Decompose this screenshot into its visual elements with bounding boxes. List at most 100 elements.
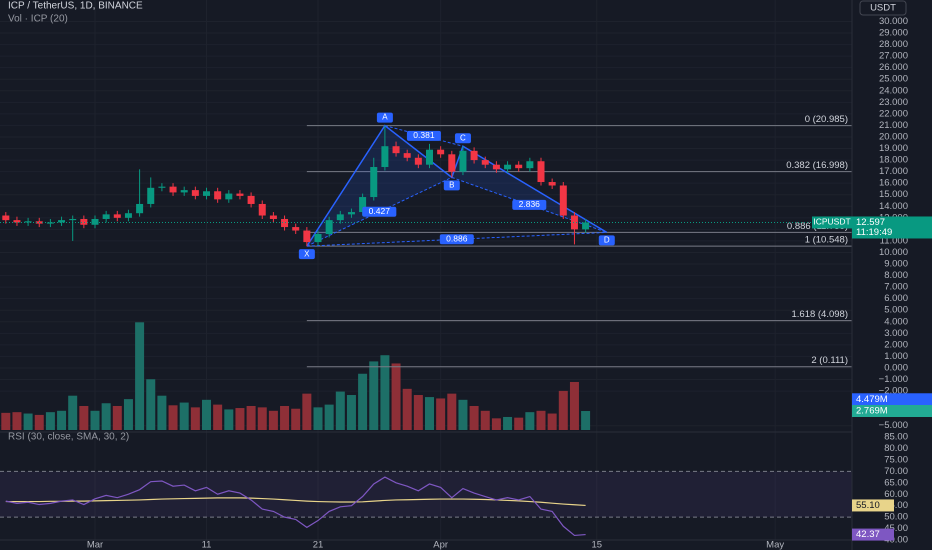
- volume-bar: [302, 393, 312, 430]
- y-tick-label: 0.000: [884, 362, 908, 373]
- point-badge: [443, 180, 460, 191]
- y-tick-label: 20.000: [879, 131, 908, 142]
- candle-body: [470, 150, 478, 161]
- candle-body: [325, 220, 333, 234]
- y-tick-label: 3.000: [884, 328, 908, 339]
- y-tick-label: 17.000: [879, 166, 908, 177]
- volume-bar: [12, 412, 22, 430]
- point-badge: [454, 133, 471, 144]
- unit-box[interactable]: [859, 0, 907, 16]
- rsi-tick-label: 45.00: [884, 523, 908, 534]
- rsi-badge-label: 42.37: [856, 529, 880, 540]
- point-badge: [376, 112, 393, 123]
- point-label: A: [382, 113, 388, 122]
- fib-label: 2 (0.111): [811, 355, 848, 366]
- volume-bar: [581, 411, 591, 430]
- candle-body: [292, 227, 300, 231]
- pattern-fill: [451, 146, 607, 233]
- rsi-tick-label: 60.00: [884, 489, 908, 500]
- y-tick-label: 11.000: [880, 235, 908, 246]
- y-tick-label: 27.000: [879, 51, 908, 62]
- volume-bar: [558, 390, 568, 430]
- candle-body: [247, 195, 255, 204]
- y-tick-label: 18.000: [879, 155, 908, 166]
- candle-body: [359, 197, 367, 213]
- candle-body: [281, 218, 289, 228]
- y-tick-label: −5.000: [879, 420, 908, 431]
- candle-body: [426, 149, 433, 165]
- volume-bar: [425, 397, 434, 430]
- volume-bar: [358, 373, 368, 430]
- candle-body: [24, 221, 32, 223]
- candle-body: [69, 218, 77, 221]
- candle-body: [481, 160, 489, 165]
- x-tick-label: May: [766, 540, 784, 550]
- volume-bar: [525, 412, 535, 430]
- volume-bar: [34, 414, 44, 430]
- candle-body: [381, 146, 389, 168]
- y-tick-label: 16.000: [879, 178, 908, 189]
- candle-body: [537, 161, 545, 183]
- y-tick-label: 9.000: [884, 259, 908, 270]
- volume-bar: [235, 408, 245, 430]
- candle-body: [437, 149, 445, 155]
- volume-bar: [1, 412, 11, 430]
- rsi-tick-label: 55.00: [884, 500, 908, 511]
- candle-body: [492, 164, 500, 170]
- candle-body: [504, 164, 512, 170]
- rsi-badge: [852, 499, 894, 512]
- candle-body: [336, 214, 344, 221]
- volume-bar: [179, 402, 189, 430]
- volume-badge: [852, 405, 932, 418]
- candle-body: [559, 185, 567, 216]
- y-tick-label: −2.000: [879, 386, 908, 397]
- candle-body: [448, 154, 456, 172]
- ratio-badge: [362, 206, 397, 217]
- candle-body: [526, 161, 534, 169]
- volume-bar: [146, 379, 156, 430]
- y-tick-label: −1.000: [879, 374, 908, 385]
- volume-badge-label: 2.769M: [856, 406, 888, 417]
- candle-body: [124, 213, 132, 218]
- volume-bar: [447, 393, 457, 430]
- candle-body: [314, 233, 322, 243]
- countdown-label: 11:19:49: [856, 227, 892, 238]
- x-tick-label: 11: [202, 540, 212, 550]
- y-tick-label: 14.000: [879, 201, 908, 212]
- candle-body: [515, 164, 523, 169]
- y-tick-label: 10.000: [879, 247, 908, 258]
- ratio-badge: [406, 130, 441, 141]
- rsi-band: [0, 471, 852, 518]
- volume-bar: [436, 398, 446, 430]
- candle-body: [269, 215, 277, 219]
- candle-body: [58, 220, 66, 223]
- candle-body: [191, 190, 199, 196]
- volume-bar: [536, 410, 546, 430]
- volume-bar: [569, 381, 579, 430]
- y-tick-label: 5.000: [884, 305, 908, 316]
- rsi-tick-label: 75.00: [884, 454, 908, 465]
- candle-body: [147, 187, 155, 204]
- candle-body: [46, 222, 54, 224]
- candle-body: [548, 182, 556, 186]
- y-tick-label: 26.000: [879, 62, 908, 73]
- rsi-tick-label: 85.00: [884, 432, 908, 443]
- plot-area: 0 (20.985)0.382 (16.998)0.886 (11.738)1 …: [0, 112, 852, 537]
- y-tick-label: 30.000: [879, 16, 908, 27]
- point-label: X: [304, 249, 310, 258]
- y-tick-label: 28.000: [879, 39, 908, 50]
- rsi-tick-label: 80.00: [884, 443, 908, 454]
- y-tick-label: 22.000: [879, 108, 908, 119]
- rsi-tick-label: 65.00: [884, 477, 908, 488]
- volume-bar: [112, 405, 122, 430]
- candle-body: [582, 222, 590, 230]
- candle-body: [236, 193, 244, 196]
- volume-bar: [123, 399, 133, 430]
- price-axis: 30.00029.00028.00027.00026.00025.00024.0…: [879, 16, 908, 546]
- volume-bar: [268, 410, 278, 430]
- volume-bar: [23, 413, 33, 430]
- axis-unit: USDT: [870, 3, 896, 14]
- y-tick-label: 6.000: [884, 293, 908, 304]
- candle-body: [392, 146, 400, 154]
- candle-body: [203, 191, 210, 196]
